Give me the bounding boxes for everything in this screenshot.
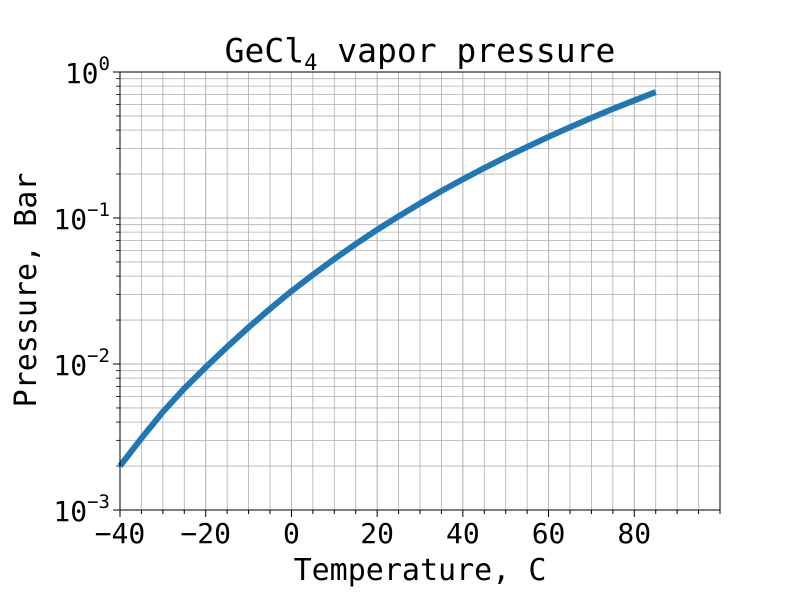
x-tick-label: −20: [180, 517, 231, 550]
x-tick-label: 80: [617, 517, 651, 550]
x-tick-label: 40: [446, 517, 480, 550]
x-ticks: −40 −20 0 20 40 60 80: [95, 510, 721, 550]
y-tick-label: 10−2: [53, 345, 110, 382]
x-tick-label: −40: [95, 517, 146, 550]
x-axis-label: Temperature, C: [294, 553, 547, 588]
x-tick-label: 20: [360, 517, 394, 550]
y-axis-label: Pressure, Bar: [9, 173, 44, 408]
series-group: [117, 89, 657, 468]
chart-title: GeCl4 vapor pressure: [225, 31, 616, 76]
y-tick-label: 10−1: [53, 199, 110, 236]
minor-grid: [120, 72, 720, 510]
x-tick-label: 60: [532, 517, 566, 550]
x-tick-label: 0: [283, 517, 300, 550]
series-line: [117, 89, 657, 468]
y-tick-label: 100: [65, 53, 110, 90]
y-ticks: 10−3 10−2 10−1 100: [53, 53, 120, 528]
y-tick-label: 10−3: [53, 491, 110, 528]
